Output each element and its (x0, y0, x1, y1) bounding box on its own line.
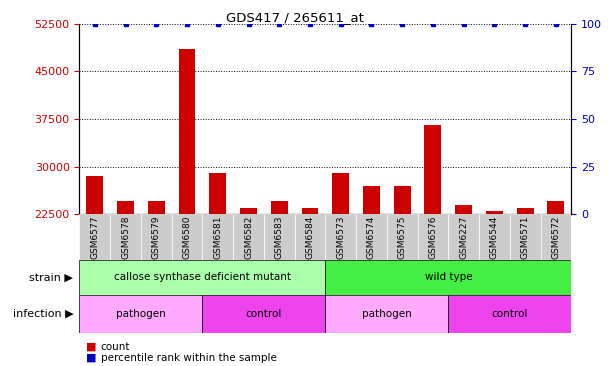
Bar (86, 176, 103, 214)
Text: infection ▶: infection ▶ (13, 309, 73, 319)
Text: ■: ■ (86, 341, 96, 352)
Bar (517, 208, 533, 214)
Bar (448, 295, 571, 333)
Bar (148, 201, 165, 214)
Text: GDS417 / 265611_at: GDS417 / 265611_at (226, 11, 364, 24)
Text: wild type: wild type (425, 272, 472, 282)
Text: GSM6544: GSM6544 (490, 215, 499, 259)
Bar (172, 214, 202, 260)
Text: GSM6577: GSM6577 (90, 215, 100, 259)
Text: GSM6574: GSM6574 (367, 215, 376, 259)
Bar (202, 295, 326, 333)
Bar (210, 173, 226, 214)
Text: control: control (492, 309, 528, 319)
Bar (510, 214, 541, 260)
Bar (326, 214, 356, 260)
Bar (264, 214, 295, 260)
Bar (326, 295, 448, 333)
Text: GSM6583: GSM6583 (275, 215, 284, 259)
Text: control: control (246, 309, 282, 319)
Bar (79, 295, 202, 333)
Bar (79, 214, 110, 260)
Text: ■: ■ (86, 353, 96, 363)
Bar (79, 260, 326, 295)
Bar (455, 205, 472, 214)
Text: GSM6580: GSM6580 (183, 215, 191, 259)
Bar (117, 201, 134, 214)
Text: GSM6572: GSM6572 (551, 215, 560, 259)
Bar (486, 211, 503, 214)
Text: GSM6584: GSM6584 (306, 215, 315, 259)
Bar (417, 214, 448, 260)
Bar (541, 214, 571, 260)
Bar (425, 125, 441, 214)
Bar (302, 208, 318, 214)
Bar (202, 214, 233, 260)
Text: pathogen: pathogen (362, 309, 412, 319)
Text: pathogen: pathogen (116, 309, 166, 319)
Bar (326, 260, 571, 295)
Text: GSM6575: GSM6575 (398, 215, 407, 259)
Bar (141, 214, 172, 260)
Bar (240, 208, 257, 214)
Bar (387, 214, 417, 260)
Text: GSM6573: GSM6573 (336, 215, 345, 259)
Text: count: count (101, 341, 130, 352)
Text: GSM6571: GSM6571 (521, 215, 530, 259)
Bar (547, 201, 565, 214)
Bar (393, 186, 411, 214)
Bar (448, 214, 479, 260)
Text: percentile rank within the sample: percentile rank within the sample (101, 353, 277, 363)
Bar (479, 214, 510, 260)
Text: GSM6581: GSM6581 (213, 215, 222, 259)
Text: strain ▶: strain ▶ (29, 272, 73, 282)
Bar (363, 186, 380, 214)
Bar (295, 214, 326, 260)
Bar (271, 201, 288, 214)
Bar (110, 214, 141, 260)
Bar (178, 49, 196, 214)
Text: GSM6227: GSM6227 (459, 215, 468, 259)
Text: GSM6579: GSM6579 (152, 215, 161, 259)
Bar (356, 214, 387, 260)
Text: GSM6578: GSM6578 (121, 215, 130, 259)
Text: callose synthase deficient mutant: callose synthase deficient mutant (114, 272, 291, 282)
Text: GSM6576: GSM6576 (428, 215, 437, 259)
Bar (233, 214, 264, 260)
Bar (332, 173, 349, 214)
Text: GSM6582: GSM6582 (244, 215, 253, 259)
